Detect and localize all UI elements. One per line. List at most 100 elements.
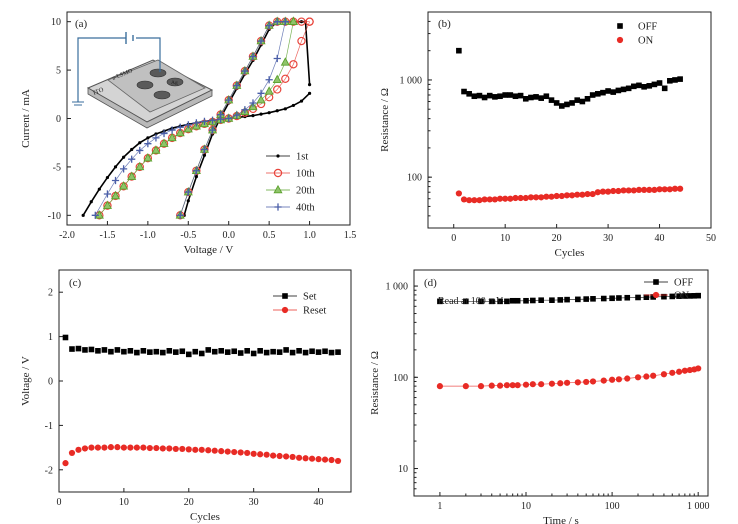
data-point: [548, 97, 555, 103]
data-point: [111, 176, 120, 185]
data-point: [315, 349, 322, 355]
data-point: [172, 445, 179, 453]
data-point: [175, 127, 185, 137]
data-point: [173, 349, 179, 355]
data-point: [211, 447, 218, 454]
data-point: [677, 76, 683, 82]
data-point: [295, 454, 303, 461]
x-tick-label: -1.5: [100, 230, 116, 241]
data-point: [478, 298, 484, 305]
x-tick-label: 1 000: [687, 501, 710, 512]
y-tick-label: 1 000: [400, 75, 423, 86]
data-point: [276, 452, 283, 460]
data-point: [558, 103, 565, 109]
data-point: [436, 383, 444, 390]
data-point: [488, 382, 495, 389]
data-point: [101, 347, 108, 353]
data-point: [583, 296, 589, 302]
data-point: [624, 375, 631, 382]
data-point: [120, 444, 127, 451]
x-tick-label: 10: [500, 233, 510, 244]
data-point: [257, 37, 265, 45]
data-point: [185, 351, 192, 358]
legend-label: ON: [638, 36, 654, 47]
data-point: [584, 95, 591, 102]
data-point: [481, 94, 488, 101]
data-point: [672, 77, 678, 83]
data-point: [283, 107, 287, 111]
x-tick-label: 30: [603, 233, 613, 244]
legend-marker: [276, 154, 280, 158]
data-point: [166, 445, 173, 452]
data-point: [198, 446, 205, 453]
data-point: [681, 367, 688, 374]
x-tick-label: 0.0: [222, 230, 235, 241]
data-point: [676, 293, 682, 299]
data-point: [273, 54, 281, 63]
data-point: [661, 293, 667, 300]
data-point: [522, 381, 530, 388]
data-point: [130, 147, 134, 152]
series-line: [179, 21, 310, 216]
data-point: [281, 18, 289, 26]
data-point: [656, 80, 663, 86]
data-point: [682, 293, 688, 299]
data-point: [509, 382, 516, 389]
data-point: [335, 349, 341, 355]
y-tick-label: 5: [56, 66, 61, 77]
data-point: [82, 347, 88, 353]
data-point: [309, 348, 315, 355]
data-point: [289, 60, 298, 69]
data-point: [101, 444, 108, 451]
data-point: [267, 111, 271, 115]
data-point: [288, 16, 298, 25]
data-point: [503, 382, 511, 389]
data-point: [463, 298, 469, 305]
data-point: [574, 97, 581, 103]
data-point: [270, 348, 276, 355]
panel-b: 0 10 20 30 40 50 100 1 000 Cycles Resistance / Ω (…: [379, 11, 716, 259]
data-point: [471, 93, 478, 100]
data-point: [102, 200, 112, 209]
data-point: [609, 295, 615, 302]
data-point: [661, 85, 668, 92]
data-point: [307, 83, 312, 87]
data-point: [527, 194, 535, 201]
panel-a: -2.0 -1.5 -1.0 -0.5 0.0 0.5 1.0 1.5 -10 -5 0 5 10 Vol…: [20, 11, 356, 256]
data-point: [218, 448, 225, 455]
data-point: [322, 348, 328, 355]
data-point: [233, 111, 241, 119]
data-point: [523, 297, 529, 304]
data-point: [256, 94, 266, 104]
data-point: [217, 111, 225, 119]
data-point: [532, 194, 540, 201]
plot-frame: [427, 11, 712, 229]
data-point: [166, 348, 173, 354]
data-point: [533, 94, 539, 100]
data-point: [289, 453, 296, 461]
data-point: [476, 197, 483, 204]
x-tick-label: 20: [184, 497, 194, 508]
data-point: [504, 298, 510, 305]
data-point: [297, 36, 306, 46]
x-tick-label: 40: [314, 497, 324, 508]
y-tick-label: 100: [393, 373, 408, 384]
data-point: [283, 347, 289, 353]
y-tick-label: 10: [398, 464, 408, 475]
legend-label: Set: [303, 292, 317, 303]
data-point: [114, 347, 121, 353]
inset-ag-electrode: [166, 77, 184, 87]
data-point: [666, 186, 673, 193]
data-point: [589, 190, 596, 198]
y-tick-label: 1 000: [386, 282, 409, 293]
series-reset: [62, 444, 342, 467]
data-point: [548, 193, 555, 200]
data-point: [147, 349, 153, 355]
data-point: [265, 76, 273, 84]
data-point: [263, 451, 270, 458]
data-point: [114, 444, 121, 451]
data-point: [273, 85, 282, 94]
data-point: [103, 190, 112, 198]
data-point: [289, 349, 296, 356]
series-1st: [182, 20, 312, 217]
